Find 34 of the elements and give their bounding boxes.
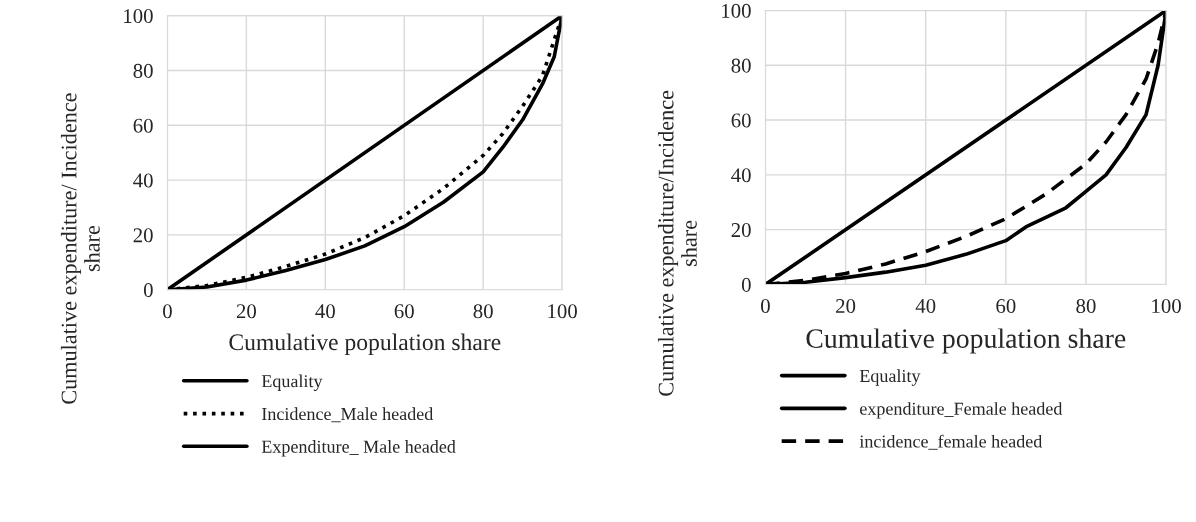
x-tick-label: 80	[1076, 298, 1096, 314]
x-tick-label: 20	[236, 304, 256, 319]
y-tick-label: 40	[133, 173, 153, 188]
y-tick-label: 20	[731, 223, 751, 238]
y-axis-title: Cumulative expenditure/ Incidence share	[60, 93, 100, 404]
x-tick-label: 40	[915, 298, 936, 314]
x-tick-label: 60	[394, 304, 414, 319]
y-tick-label: 20	[133, 228, 153, 243]
legend-label: incidence_female headed	[859, 434, 1043, 450]
x-tick-label: 80	[473, 304, 493, 319]
legend-label: expenditure_Female headed	[860, 402, 1063, 419]
x-axis-title: Cumulative population share	[229, 333, 501, 356]
y-tick-label: 0	[741, 277, 751, 292]
y-tick-label: 0	[143, 283, 153, 298]
y-tick-label: 100	[124, 9, 153, 24]
y-tick-label: 80	[133, 63, 153, 78]
legend-label: Incidence_Male headed	[261, 407, 434, 423]
x-tick-label: 100	[1152, 298, 1181, 314]
legend-label: Expenditure_ Male headed	[261, 440, 456, 457]
y-axis-title: Cumulative expenditure/Incidence share	[657, 90, 697, 396]
y-tick-label: 60	[133, 118, 153, 133]
x-tick-label: 0	[761, 298, 770, 314]
y-tick-label: 80	[731, 58, 751, 73]
x-tick-label: 20	[836, 298, 856, 314]
x-axis-title: Cumulative population share	[806, 328, 1126, 354]
x-tick-label: 60	[996, 298, 1016, 314]
y-tick-label: 100	[722, 3, 751, 18]
x-tick-label: 0	[163, 304, 172, 319]
x-tick-label: 40	[315, 304, 335, 319]
y-tick-label: 60	[731, 113, 751, 128]
y-tick-label: 40	[731, 168, 751, 183]
legend-label: Equality	[261, 374, 323, 392]
x-tick-label: 100	[548, 304, 577, 319]
legend-label: Equality	[859, 369, 921, 386]
